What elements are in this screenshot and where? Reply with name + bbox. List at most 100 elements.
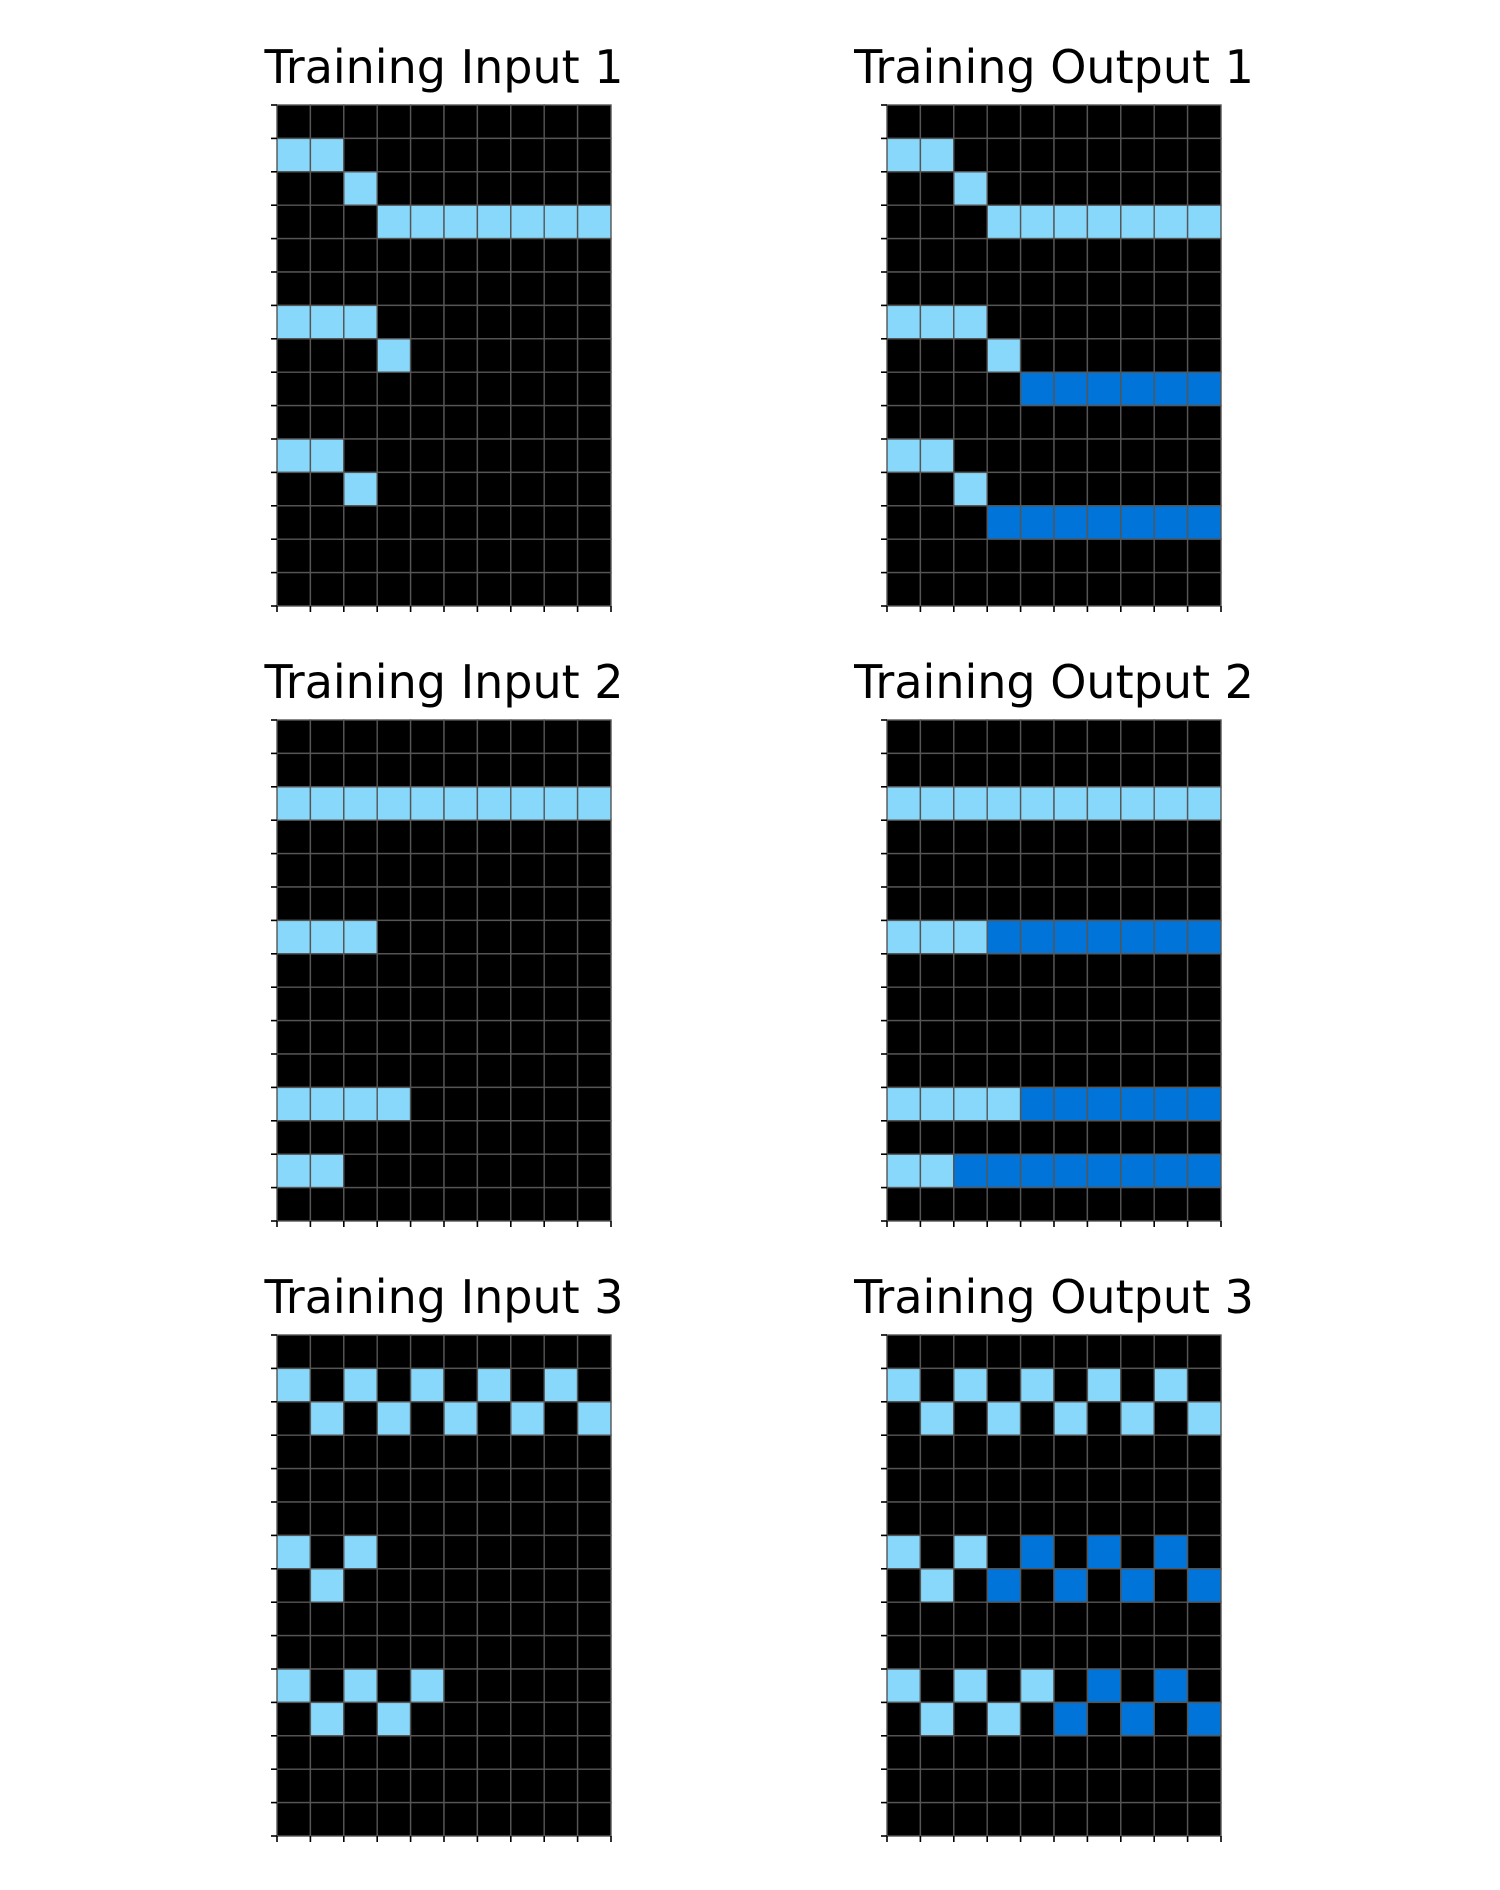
empty-cell: [376, 719, 412, 755]
empty-cell: [343, 752, 378, 788]
empty-cell: [576, 237, 612, 273]
grid: [881, 1334, 1222, 1842]
empty-cell: [1153, 538, 1189, 574]
empty-cell: [443, 1086, 479, 1122]
empty-cell: [376, 104, 412, 140]
empty-cell: [276, 1701, 312, 1737]
empty-cell: [1086, 1801, 1122, 1837]
empty-cell: [476, 304, 512, 340]
empty-cell: [409, 1534, 445, 1570]
light-blue-cell: [1120, 1401, 1155, 1436]
dark-blue-cell: [1120, 1086, 1155, 1122]
empty-cell: [953, 1768, 988, 1804]
empty-cell: [443, 1801, 479, 1837]
dark-blue-cell: [1019, 1153, 1055, 1189]
empty-cell: [276, 204, 312, 240]
empty-cell: [543, 137, 579, 173]
empty-cell: [1153, 1120, 1189, 1155]
panel-training-input-3: Training Input 3: [263, 1270, 624, 1842]
empty-cell: [1186, 953, 1222, 988]
empty-cell: [309, 1019, 345, 1055]
grid: [271, 719, 612, 1227]
empty-cell: [276, 719, 312, 755]
empty-cell: [1053, 471, 1089, 507]
empty-cell: [1153, 237, 1189, 273]
empty-cell: [919, 1367, 955, 1403]
empty-cell: [543, 1601, 579, 1637]
empty-cell: [276, 571, 312, 607]
empty-cell: [309, 1501, 345, 1537]
empty-cell: [409, 1801, 445, 1837]
empty-cell: [576, 1086, 612, 1122]
empty-cell: [376, 571, 412, 607]
empty-cell: [510, 1735, 545, 1770]
empty-cell: [510, 538, 545, 574]
empty-cell: [543, 1434, 579, 1470]
empty-cell: [919, 752, 955, 788]
empty-cell: [1086, 1053, 1122, 1089]
empty-cell: [1053, 237, 1089, 273]
light-blue-cell: [986, 1086, 1022, 1122]
empty-cell: [1186, 1434, 1222, 1470]
empty-cell: [953, 1467, 988, 1503]
empty-cell: [376, 819, 412, 855]
empty-cell: [543, 1501, 579, 1537]
empty-cell: [1153, 1467, 1189, 1503]
empty-cell: [953, 1120, 988, 1155]
empty-cell: [343, 237, 378, 273]
empty-cell: [919, 953, 955, 988]
empty-cell: [443, 1467, 479, 1503]
empty-cell: [476, 1701, 512, 1737]
empty-cell: [1186, 1801, 1222, 1837]
empty-cell: [1120, 986, 1155, 1022]
dark-blue-cell: [986, 1153, 1022, 1189]
empty-cell: [1186, 237, 1222, 273]
empty-cell: [276, 104, 312, 140]
empty-cell: [576, 137, 612, 173]
empty-cell: [1019, 1735, 1055, 1770]
light-blue-cell: [953, 919, 988, 955]
empty-cell: [543, 371, 579, 407]
empty-cell: [576, 538, 612, 574]
light-blue-cell: [309, 1568, 345, 1603]
empty-cell: [543, 953, 579, 988]
empty-cell: [376, 137, 412, 173]
light-blue-cell: [886, 1367, 922, 1403]
empty-cell: [543, 1086, 579, 1122]
empty-cell: [510, 1186, 545, 1222]
empty-cell: [443, 1334, 479, 1370]
empty-cell: [309, 1768, 345, 1804]
light-blue-cell: [343, 304, 378, 340]
empty-cell: [1019, 1334, 1055, 1370]
empty-cell: [1153, 571, 1189, 607]
empty-cell: [953, 986, 988, 1022]
empty-cell: [343, 538, 378, 574]
dark-blue-cell: [1053, 1701, 1089, 1737]
empty-cell: [953, 338, 988, 373]
empty-cell: [1186, 438, 1222, 474]
empty-cell: [443, 271, 479, 307]
empty-cell: [576, 1568, 612, 1603]
empty-cell: [919, 1120, 955, 1155]
empty-cell: [476, 1568, 512, 1603]
empty-cell: [276, 1019, 312, 1055]
dark-blue-cell: [1120, 371, 1155, 407]
empty-cell: [986, 752, 1022, 788]
empty-cell: [1053, 104, 1089, 140]
empty-cell: [986, 137, 1022, 173]
light-blue-cell: [309, 1153, 345, 1189]
dark-blue-cell: [1186, 371, 1222, 407]
empty-cell: [986, 104, 1022, 140]
light-blue-cell: [343, 1367, 378, 1403]
empty-cell: [1086, 171, 1122, 206]
empty-cell: [510, 852, 545, 888]
empty-cell: [376, 852, 412, 888]
light-blue-cell: [510, 204, 545, 240]
empty-cell: [1019, 852, 1055, 888]
empty-cell: [1019, 819, 1055, 855]
empty-cell: [409, 1735, 445, 1770]
empty-cell: [343, 1568, 378, 1603]
panel-training-output-2: Training Output 2: [853, 655, 1254, 1227]
empty-cell: [576, 752, 612, 788]
